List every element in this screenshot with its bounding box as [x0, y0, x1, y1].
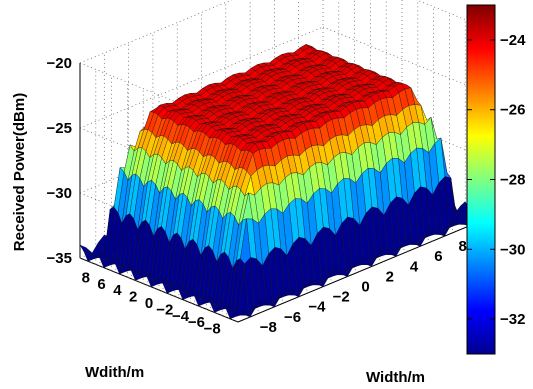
x-tick-label: −8 [260, 319, 277, 336]
grid-line [322, 26, 482, 92]
colorbar-tick-label: −28 [500, 172, 525, 189]
grid-line [79, 62, 239, 128]
z-axis-label: Received Power(dBm) [11, 93, 28, 251]
y-tick-label: 8 [82, 269, 90, 286]
y-tick-label: 2 [129, 289, 137, 306]
colorbar-tick-label: −32 [500, 311, 525, 328]
x-tick-label: 4 [410, 258, 419, 275]
y-tick-label: −2 [156, 301, 173, 318]
x-tick-label: 0 [361, 279, 369, 296]
grid-line [79, 257, 239, 323]
y-tick-label: −8 [204, 321, 221, 338]
x-tick-label: −2 [333, 289, 350, 306]
y-tick-label: −4 [172, 308, 190, 325]
x-tick-label: −4 [308, 299, 326, 316]
grid-line [79, 192, 239, 258]
x-axis-label: Width/m [366, 369, 425, 386]
colorbar: −24 −26 −28 −30 −32 [466, 4, 526, 355]
y-tick-label: 6 [97, 276, 105, 293]
z-tick-label: −20 [47, 55, 72, 72]
surface-mesh [79, 44, 482, 320]
surface-patch [233, 308, 245, 316]
y-axis-label: Wdith/m [85, 364, 144, 381]
colorbar-tick-label: −26 [500, 102, 525, 119]
z-tick-label: −25 [47, 120, 72, 137]
x-tick-label: −6 [284, 309, 301, 326]
x-tick-label: 8 [459, 238, 467, 255]
colorbar-tick-label: −30 [500, 241, 525, 258]
y-tick-label: −6 [188, 314, 205, 331]
x-tick-label: 6 [434, 248, 442, 265]
y-tick-label: 0 [145, 295, 153, 312]
z-tick-label: −35 [47, 250, 72, 267]
y-tick-label: 4 [113, 282, 122, 299]
x-tick-label: 2 [386, 268, 394, 285]
colorbar-tick-label: −24 [500, 32, 526, 49]
grid-line [79, 127, 239, 193]
z-tick-label: −30 [47, 185, 72, 202]
